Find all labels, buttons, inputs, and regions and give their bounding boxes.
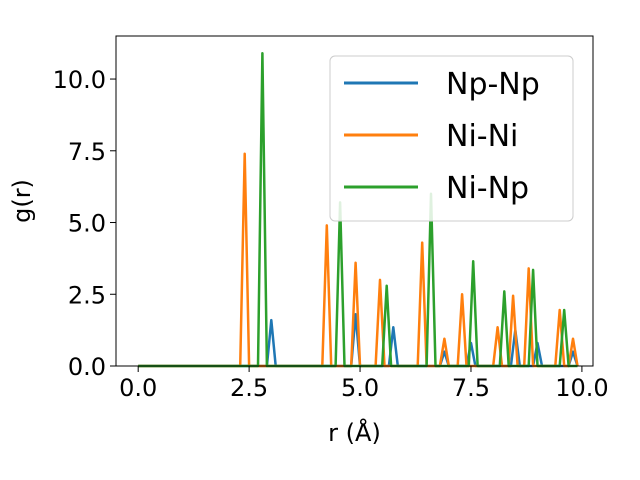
x-tick-label: 0.0	[119, 374, 157, 402]
y-tick-label: 7.5	[68, 138, 106, 166]
y-tick-label: 10.0	[53, 66, 106, 94]
y-tick-label: 0.0	[68, 353, 106, 381]
x-tick-label: 2.5	[230, 374, 268, 402]
x-tick-label: 7.5	[452, 374, 490, 402]
legend-label-np-np: Np-Np	[446, 67, 540, 102]
legend-box	[329, 55, 574, 222]
legend: Np-Np Ni-Ni Ni-Np	[329, 55, 574, 222]
plot-frame	[115, 35, 594, 367]
legend-label-ni-ni: Ni-Ni	[446, 119, 518, 154]
x-axis-label: r (Å)	[328, 418, 381, 447]
ticks-layer: 0.0 2.5 5.0 7.5 10.0 0.0 2.5 5.0 7.5 10.0	[53, 66, 609, 402]
x-tick-label: 10.0	[555, 374, 608, 402]
y-tick-label: 5.0	[68, 210, 106, 238]
x-tick-label: 5.0	[341, 374, 379, 402]
legend-label-ni-np: Ni-Np	[446, 171, 529, 206]
y-axis-label: g(r)	[8, 179, 36, 223]
y-tick-label: 2.5	[68, 281, 106, 309]
